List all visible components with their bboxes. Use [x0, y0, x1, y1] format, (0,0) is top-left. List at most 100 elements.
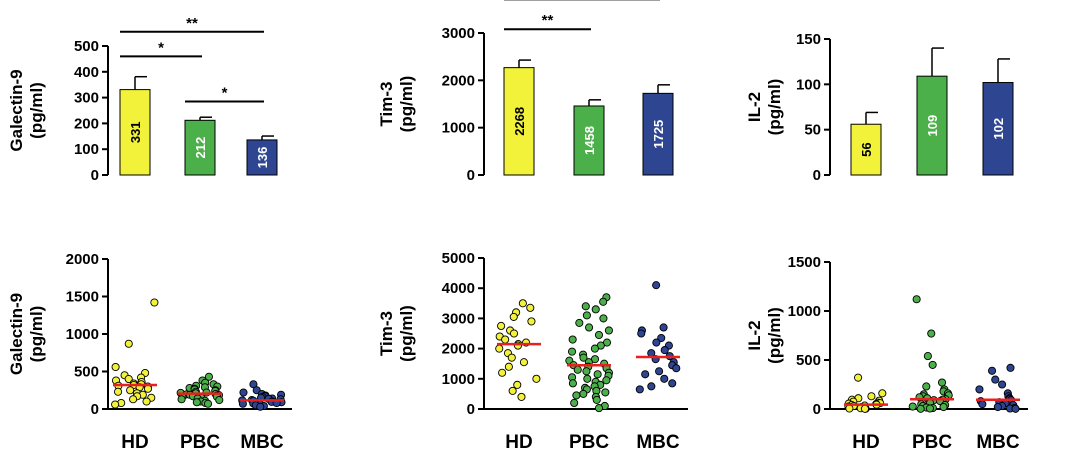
data-point-hd — [111, 400, 120, 409]
data-point-pbc — [928, 360, 937, 369]
data-point-hd — [501, 335, 510, 344]
y-tick-label: 3000 — [442, 25, 475, 42]
data-point-pbc — [599, 297, 608, 306]
data-point-hd — [126, 386, 135, 395]
data-point-pbc — [582, 367, 591, 376]
data-point-mbc — [975, 385, 984, 394]
data-point-pbc — [579, 353, 588, 362]
data-point-mbc — [647, 382, 656, 391]
significance-label: * — [158, 39, 164, 56]
data-point-pbc — [927, 329, 936, 338]
data-point-hd — [498, 368, 507, 377]
data-point-mbc — [657, 333, 666, 343]
data-point-mbc — [659, 323, 668, 332]
panel-6: 0 500 1000 1500 IL-2 (pg/ml) HD PBC MBC — [745, 254, 1028, 453]
data-point-pbc — [567, 347, 577, 356]
data-point-pbc — [908, 402, 917, 411]
y-tick-label: 1000 — [442, 371, 475, 388]
data-point-hd — [504, 362, 513, 371]
bar-value-label: 331 — [128, 121, 143, 143]
data-point-hd — [124, 339, 133, 348]
data-point-pbc — [204, 372, 213, 381]
y-axis-label: Tim-3 — [377, 81, 396, 126]
bar-value-label: 102 — [991, 118, 1006, 140]
y-tick-label: 1000 — [442, 120, 475, 137]
data-point-pbc — [937, 378, 947, 387]
panel-1: 0 100 200 300 400 500 Galectin-9 (pg/ml) 331 212 1… — [7, 15, 278, 184]
data-point-pbc — [570, 398, 579, 408]
data-point-mbc — [668, 379, 677, 388]
y-tick-label: 5000 — [442, 250, 475, 267]
y-tick-label: 1000 — [788, 303, 821, 320]
significance-label: ** — [542, 12, 554, 29]
data-point-pbc — [568, 379, 577, 388]
y-tick-label: 0 — [91, 167, 99, 184]
data-point-mbc — [655, 367, 664, 376]
data-point-hd — [150, 298, 159, 307]
y-tick-label: 2000 — [442, 341, 475, 358]
significance-label: ** — [186, 15, 198, 32]
data-point-mbc — [998, 380, 1007, 389]
y-axis-label: (pg/ml) — [397, 305, 416, 362]
data-point-hd — [519, 358, 528, 367]
data-point-pbc — [215, 395, 224, 405]
y-axis-label: Galectin-9 — [7, 69, 26, 151]
data-point-mbc — [987, 366, 997, 375]
x-category-label: MBC — [636, 432, 680, 453]
data-point-hd — [124, 374, 133, 384]
data-point-pbc — [583, 374, 592, 383]
y-tick-label: 2000 — [442, 72, 475, 89]
data-point-mbc — [635, 385, 644, 394]
data-point-pbc — [575, 318, 584, 327]
y-tick-label: 100 — [796, 76, 821, 93]
data-point-pbc — [590, 344, 599, 353]
bar-pbc — [573, 105, 605, 176]
y-tick-label: 0 — [813, 401, 821, 418]
y-axis-label: IL-2 — [745, 320, 764, 350]
bar-hd — [850, 123, 882, 176]
data-point-mbc — [660, 374, 669, 383]
bar-pbc — [184, 119, 216, 176]
y-axis-label: Galectin-9 — [7, 293, 26, 375]
data-point-hd — [513, 380, 522, 389]
data-point-hd — [508, 386, 517, 395]
y-tick-label: 500 — [74, 364, 99, 381]
data-point-hd — [878, 389, 887, 398]
x-category-label: HD — [505, 432, 532, 453]
data-point-pbc — [582, 311, 591, 320]
panel-4: 0 500 1000 1500 2000 Galectin-9 (pg/ml) HD PBC MB… — [7, 251, 292, 453]
data-point-mbc — [978, 400, 987, 409]
data-point-pbc — [912, 295, 921, 304]
y-axis-label: (pg/ml) — [765, 307, 784, 364]
data-point-mbc — [641, 370, 650, 379]
y-tick-label: 500 — [74, 38, 99, 55]
x-category-label: MBC — [240, 432, 284, 453]
data-point-mbc — [660, 346, 669, 355]
data-point-pbc — [594, 404, 604, 413]
data-point-hd — [526, 303, 535, 312]
data-point-pbc — [916, 404, 925, 413]
y-tick-label: 0 — [91, 401, 99, 418]
y-tick-label: 400 — [74, 64, 99, 81]
data-point-hd — [518, 299, 527, 308]
y-tick-label: 150 — [796, 31, 821, 48]
data-point-pbc — [601, 388, 610, 397]
x-category-label: PBC — [180, 432, 220, 453]
data-point-pbc — [602, 376, 611, 385]
x-category-label: PBC — [912, 432, 952, 453]
y-tick-label: 200 — [74, 115, 99, 132]
data-point-pbc — [573, 365, 582, 374]
panel-3: 0 50 100 150 IL-2 (pg/ml) 56 109 102 — [745, 31, 1014, 184]
x-category-label: HD — [121, 432, 148, 453]
y-tick-label: 50 — [804, 122, 821, 139]
y-tick-label: 500 — [796, 352, 821, 369]
data-point-mbc — [239, 388, 248, 397]
bar-mbc — [246, 139, 278, 176]
data-point-hd — [142, 397, 151, 406]
y-tick-label: 0 — [813, 167, 821, 184]
data-point-mbc — [1011, 404, 1020, 413]
data-point-pbc — [568, 335, 577, 344]
y-axis-label: (pg/ml) — [765, 79, 784, 136]
bar-value-label: 56 — [859, 142, 874, 156]
